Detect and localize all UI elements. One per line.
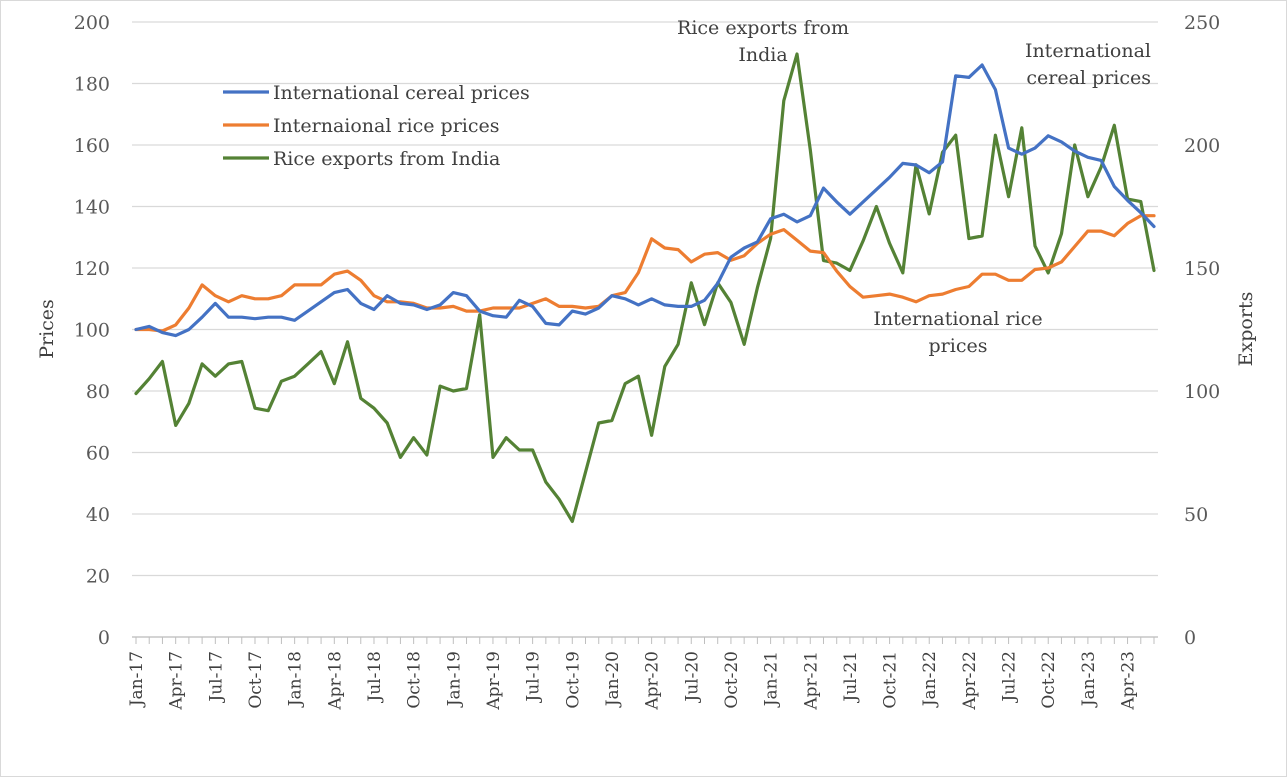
- series-line-internaional-rice-prices: [134, 214, 1156, 333]
- y-tick-label: 140: [74, 197, 110, 219]
- y-tick-label: 200: [74, 12, 110, 34]
- x-tick-label: Apr-23: [1119, 651, 1139, 711]
- y2-tick-label: 100: [1184, 381, 1220, 403]
- y2-tick-label: 0: [1184, 627, 1196, 649]
- x-tick-label: Jan-18: [286, 651, 306, 708]
- annotation-text: International: [1025, 40, 1151, 62]
- x-tick-label: Apr-20: [643, 651, 663, 711]
- y-tick-label: 20: [86, 566, 110, 588]
- x-tick-label: Jan-17: [127, 651, 147, 708]
- x-tick-label: Oct-19: [563, 651, 583, 709]
- annotation-text: prices: [929, 335, 988, 357]
- x-tick-label: Jul-21: [841, 651, 861, 704]
- x-tick-label: Jul-17: [206, 651, 226, 704]
- x-tick-label: Oct-18: [405, 651, 425, 709]
- y-tick-label: 80: [86, 381, 110, 403]
- x-tick-label: Apr-21: [801, 651, 821, 711]
- legend-label: Internaional rice prices: [273, 115, 500, 137]
- x-tick-label: Jan-19: [444, 651, 464, 708]
- x-tick-label: Jul-22: [1000, 651, 1020, 704]
- x-tick-label: Oct-21: [881, 651, 901, 709]
- x-tick-label: Apr-19: [484, 651, 504, 711]
- series-line-rice-exports-from-india: [134, 52, 1156, 524]
- x-tick-label: Jan-21: [762, 651, 782, 708]
- y-tick-label: 40: [86, 504, 110, 526]
- x-tick-label: Jan-23: [1079, 651, 1099, 708]
- y-tick-label: 180: [74, 74, 110, 96]
- y-tick-label: 60: [86, 443, 110, 465]
- y-axis-title: Prices: [36, 299, 58, 359]
- x-tick-label: Jul-20: [682, 651, 702, 704]
- x-tick-label: Oct-20: [722, 651, 742, 709]
- y-tick-label: 120: [74, 258, 110, 280]
- x-tick-label: Apr-17: [167, 651, 187, 711]
- annotation-text: Rice exports from: [677, 17, 849, 39]
- x-tick-label: Apr-18: [325, 651, 345, 711]
- x-tick-label: Oct-17: [246, 651, 266, 709]
- annotation-text: International rice: [873, 308, 1042, 330]
- y2-tick-label: 200: [1184, 135, 1220, 157]
- y2-axis-title: Exports: [1235, 292, 1257, 367]
- x-tick-label: Jan-20: [603, 651, 623, 708]
- x-tick-label: Jul-18: [365, 651, 385, 704]
- annotation-text: cereal prices: [1026, 67, 1151, 89]
- legend-label: International cereal prices: [273, 82, 530, 104]
- series-line-international-cereal-prices: [134, 63, 1156, 338]
- y2-tick-label: 150: [1184, 258, 1220, 280]
- annotation-text: India: [738, 44, 787, 66]
- y-tick-label: 160: [74, 135, 110, 157]
- x-tick-label: Jul-19: [524, 651, 544, 704]
- y-tick-label: 0: [98, 627, 110, 649]
- y2-tick-label: 50: [1184, 504, 1208, 526]
- x-tick-label: Oct-22: [1039, 651, 1059, 709]
- x-tick-label: Jan-22: [920, 651, 940, 708]
- legend-label: Rice exports from India: [273, 148, 500, 170]
- y-tick-label: 100: [74, 320, 110, 342]
- x-tick-label: Apr-22: [960, 651, 980, 711]
- y2-tick-label: 250: [1184, 12, 1220, 34]
